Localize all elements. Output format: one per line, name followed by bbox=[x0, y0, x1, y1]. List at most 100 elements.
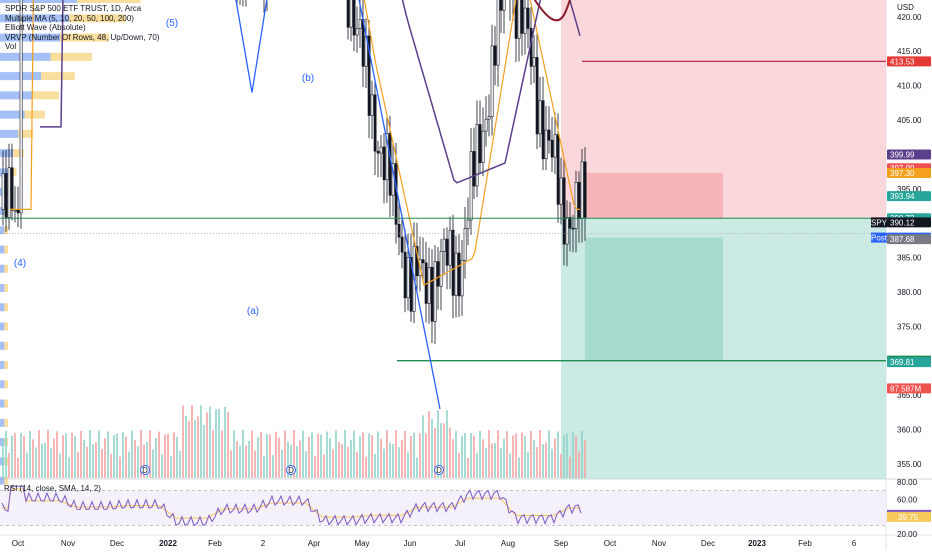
volume-profile-bar-up bbox=[0, 399, 5, 408]
volume-bar bbox=[128, 451, 130, 478]
volume-profile-bar-up bbox=[0, 168, 10, 177]
price-tag-text: 399.99 bbox=[890, 150, 915, 159]
volume-profile-bar-down bbox=[4, 245, 8, 254]
candle-down bbox=[16, 209, 20, 214]
candle-up bbox=[355, 28, 359, 36]
price-tick-label: 355.00 bbox=[897, 460, 922, 469]
volume-bar bbox=[206, 412, 208, 478]
volume-bar bbox=[182, 405, 184, 478]
price-tag-bg bbox=[887, 149, 931, 160]
candle-down bbox=[4, 173, 8, 218]
time-tick-label: 2022 bbox=[159, 539, 177, 548]
time-tick-label: Nov bbox=[61, 539, 75, 548]
legend-elliott[interactable]: Elliott Wave (Absolute) bbox=[5, 23, 86, 33]
candle-down bbox=[478, 124, 482, 163]
rsi-tick-label: 20.00 bbox=[897, 530, 918, 539]
volume-bar bbox=[389, 442, 391, 478]
legend-vrvp[interactable]: VRVP (Number Of Rows, 48, Up/Down, 70) bbox=[5, 32, 160, 42]
currency-label: USD bbox=[897, 3, 914, 12]
volume-bar bbox=[359, 436, 361, 478]
candle-up bbox=[454, 252, 458, 296]
volume-bar bbox=[17, 457, 19, 478]
volume-profile-bar-down bbox=[24, 110, 45, 119]
volume-bar bbox=[476, 452, 478, 478]
volume-bar bbox=[119, 456, 121, 478]
candle-down bbox=[583, 161, 587, 218]
volume-bar bbox=[290, 444, 292, 478]
volume-bar bbox=[512, 435, 514, 478]
candle-down bbox=[499, 0, 503, 11]
volume-profile-bar-up bbox=[0, 264, 5, 273]
volume-bar bbox=[107, 431, 109, 478]
volume-bar bbox=[383, 448, 385, 478]
volume-bar bbox=[80, 430, 82, 478]
candle-down bbox=[367, 35, 371, 116]
price-tag-text: 413.53 bbox=[890, 57, 915, 66]
volume-bar bbox=[572, 432, 574, 478]
volume-bar bbox=[158, 431, 160, 478]
candle-down bbox=[556, 134, 560, 205]
volume-bar bbox=[155, 437, 157, 478]
volume-bar bbox=[443, 423, 445, 478]
volume-bar bbox=[2, 439, 4, 478]
volume-bar bbox=[242, 430, 244, 478]
candle-down bbox=[568, 217, 572, 229]
volume-bar bbox=[212, 430, 214, 478]
volume-bar bbox=[551, 448, 553, 478]
candle-up bbox=[580, 161, 584, 219]
candle-down bbox=[571, 227, 575, 230]
volume-bar bbox=[101, 448, 103, 478]
volume-bar bbox=[173, 432, 175, 478]
volume-bar bbox=[482, 439, 484, 478]
volume-bar bbox=[485, 447, 487, 478]
volume-bar bbox=[329, 438, 331, 478]
legend-vol[interactable]: Vol bbox=[5, 42, 17, 52]
candle-down bbox=[376, 150, 380, 154]
volume-bar bbox=[218, 409, 220, 478]
rsi-legend[interactable]: RSI (14, close, SMA, 14, 2) bbox=[4, 484, 101, 493]
volume-bar bbox=[236, 441, 238, 478]
volume-bar bbox=[467, 457, 469, 478]
candle-up bbox=[370, 94, 374, 116]
volume-bar bbox=[365, 456, 367, 478]
volume-bar bbox=[125, 436, 127, 478]
rsi-sma-tag bbox=[887, 511, 931, 522]
volume-bar bbox=[161, 454, 163, 478]
ma-200-line bbox=[533, 0, 571, 22]
price-tag bbox=[887, 383, 931, 394]
volume-bar bbox=[263, 455, 265, 478]
volume-bar bbox=[167, 433, 169, 478]
volume-bar bbox=[458, 452, 460, 478]
volume-bar bbox=[344, 430, 346, 478]
legend-ma[interactable]: Multiple MA (5, 10, 20, 50, 100, 200) bbox=[5, 13, 134, 23]
volume-bar bbox=[209, 406, 211, 478]
volume-profile-bar-up bbox=[0, 129, 19, 138]
volume-bar bbox=[26, 452, 28, 478]
volume-bar bbox=[464, 432, 466, 478]
volume-bar bbox=[332, 449, 334, 478]
volume-bar bbox=[536, 447, 538, 478]
dividend-marker-letter: D bbox=[142, 466, 148, 475]
dividend-marker bbox=[140, 465, 150, 475]
candle-up bbox=[349, 0, 353, 28]
dividend-marker bbox=[286, 465, 296, 475]
volume-bar bbox=[578, 451, 580, 478]
candle-up bbox=[385, 133, 389, 181]
volume-bar bbox=[104, 438, 106, 478]
volume-bar bbox=[434, 428, 436, 478]
candle-up bbox=[19, 0, 23, 214]
volume-bar bbox=[266, 433, 268, 478]
price-tick-label: 420.00 bbox=[897, 13, 922, 22]
candle-down bbox=[472, 151, 476, 187]
price-tick-label: 395.00 bbox=[897, 185, 922, 194]
candle-down bbox=[457, 252, 461, 297]
dividend-marker-letter: D bbox=[436, 466, 442, 475]
dividend-marker-letter: D bbox=[288, 466, 294, 475]
candle-up bbox=[460, 259, 464, 297]
volume-profile-bar-down bbox=[4, 380, 8, 389]
candle-up bbox=[538, 100, 542, 135]
price-tag bbox=[887, 56, 931, 67]
legend-title[interactable]: SPDR S&P 500 ETF TRUST, 1D, Arca bbox=[5, 4, 142, 13]
volume-bar bbox=[374, 453, 376, 478]
